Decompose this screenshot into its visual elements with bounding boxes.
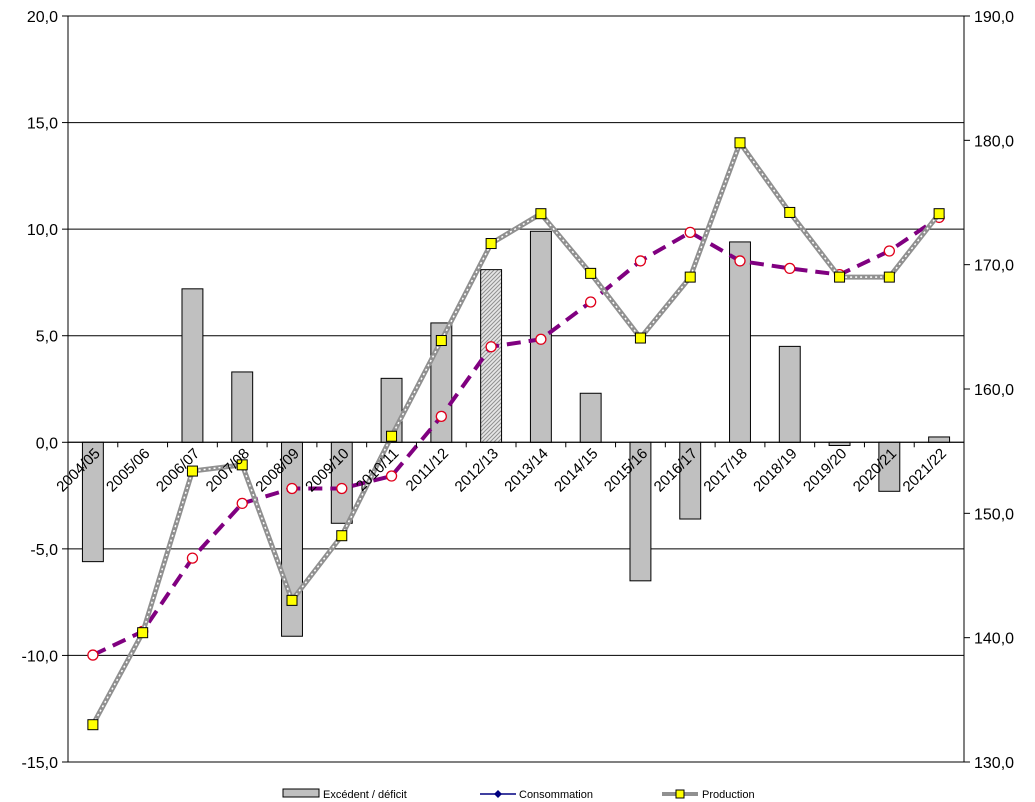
bars bbox=[81, 230, 951, 637]
bar-2014/15 bbox=[579, 392, 602, 443]
consommation-point bbox=[236, 497, 248, 510]
consommation-point bbox=[684, 226, 696, 238]
right-tick-label: 140,0 bbox=[974, 631, 1014, 648]
left-tick-label: 5,0 bbox=[36, 329, 58, 346]
bar-2018/19 bbox=[778, 345, 801, 443]
legend-label-consommation: Consommation bbox=[519, 789, 593, 801]
production-point bbox=[435, 335, 447, 347]
legend-label-bars: Excédent / déficit bbox=[323, 789, 407, 801]
axes bbox=[62, 15, 970, 763]
left-tick-label: -10,0 bbox=[22, 648, 59, 665]
left-tick-label: -15,0 bbox=[22, 755, 59, 772]
legend-swatch-bars bbox=[282, 788, 320, 798]
right-tick-label: 180,0 bbox=[974, 133, 1014, 150]
bar-2007/08 bbox=[231, 371, 254, 443]
production-point bbox=[734, 137, 746, 149]
left-tick-label: 0,0 bbox=[36, 435, 58, 452]
left-tick-label: 20,0 bbox=[27, 9, 58, 26]
right-tick-label: 130,0 bbox=[974, 755, 1014, 772]
left-tick-label: -5,0 bbox=[30, 542, 58, 559]
legend-marker-production bbox=[675, 789, 685, 799]
production-point bbox=[336, 530, 348, 542]
bar-2006/07 bbox=[181, 288, 204, 443]
legend-label-production: Production bbox=[702, 789, 755, 801]
plot-area bbox=[68, 16, 964, 762]
consommation-point bbox=[186, 552, 199, 564]
production-point bbox=[834, 271, 846, 283]
right-tick-label: 190,0 bbox=[974, 9, 1014, 26]
consommation-point bbox=[634, 255, 647, 267]
consommation-point bbox=[336, 482, 348, 495]
production-point bbox=[236, 459, 248, 471]
production-point bbox=[634, 332, 646, 344]
consommation-point bbox=[883, 245, 895, 257]
production-point bbox=[286, 594, 298, 606]
production-point bbox=[585, 267, 597, 279]
consommation-point bbox=[87, 649, 99, 661]
consommation-point bbox=[585, 296, 597, 308]
production-point bbox=[137, 627, 149, 639]
consommation-point bbox=[286, 482, 298, 495]
production-line-inner bbox=[92, 141, 940, 726]
production-point bbox=[386, 430, 398, 442]
production-point bbox=[535, 208, 547, 220]
production-point bbox=[485, 238, 497, 250]
bar-2012/13 bbox=[480, 269, 503, 443]
production-point bbox=[87, 719, 99, 731]
production-series bbox=[87, 137, 945, 731]
consommation-line bbox=[92, 215, 941, 657]
right-tick-label: 160,0 bbox=[974, 382, 1014, 399]
production-point bbox=[933, 208, 945, 220]
consommation-point bbox=[535, 333, 547, 345]
legend: Excédent / déficit Consommation Production bbox=[282, 788, 755, 801]
bar-2021/22 bbox=[928, 436, 951, 443]
legend-marker-consommation bbox=[494, 790, 502, 798]
consommation-series bbox=[87, 211, 945, 661]
left-tick-label: 10,0 bbox=[27, 222, 58, 239]
right-tick-label: 170,0 bbox=[974, 258, 1014, 275]
production-point bbox=[684, 271, 696, 283]
production-point bbox=[784, 206, 796, 218]
production-point bbox=[883, 271, 895, 283]
consommation-point bbox=[485, 341, 497, 353]
consommation-point bbox=[784, 262, 796, 275]
consommation-point bbox=[734, 255, 746, 267]
consommation-point bbox=[435, 410, 447, 423]
left-tick-label: 15,0 bbox=[27, 116, 58, 133]
bar-2017/18 bbox=[729, 241, 751, 443]
right-tick-label: 150,0 bbox=[974, 506, 1014, 523]
production-point bbox=[186, 465, 198, 477]
consommation-point bbox=[385, 470, 398, 482]
